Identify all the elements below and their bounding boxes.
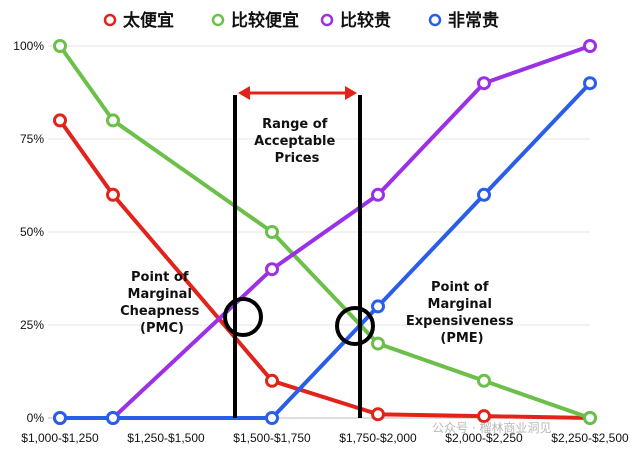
pmc-label-line-4: (PMC) (140, 321, 184, 336)
data-point (371, 407, 385, 422)
range-arrow (238, 86, 357, 100)
legend-label: 比较贵 (340, 10, 391, 31)
pmc-label-line-1: Point of (131, 270, 189, 285)
range-label-line-1: Range of (262, 117, 328, 132)
y-tick-label: 25% (20, 318, 44, 332)
data-point (106, 411, 120, 425)
data-point (477, 187, 491, 202)
series-lines (53, 39, 597, 425)
data-point (265, 411, 279, 425)
pme-label-line-3: Expensiveness (406, 314, 514, 329)
pme-label: Point of Marginal Expensiveness (PME) (406, 280, 518, 346)
x-tick-label: $2,250-$2,500 (551, 431, 629, 445)
x-tick-label: $1,250-$1,500 (127, 431, 205, 445)
pme-label-line-1: Point of (431, 280, 489, 295)
x-tick-label: $1,500-$1,750 (233, 431, 311, 445)
y-axis-tick-labels: 0% 25% 50% 75% 100% (13, 39, 44, 425)
x-tick-label: $1,750-$2,000 (339, 431, 417, 445)
legend-marker (103, 13, 117, 27)
pme-label-line-4: (PME) (440, 331, 483, 346)
x-tick-label: $1,000-$1,250 (21, 431, 99, 445)
pmc-label-line-2: Marginal (128, 287, 192, 302)
series-line-1 (58, 44, 591, 420)
range-label-line-2: Acceptable (254, 134, 335, 149)
data-point (106, 113, 120, 128)
x-tick-label: $2,000-$2,250 (445, 431, 523, 445)
data-point (371, 187, 385, 202)
legend-label: 太便宜 (123, 10, 174, 31)
pmc-label-line-3: Cheapness (120, 304, 200, 319)
data-point (106, 187, 120, 202)
legend-label: 非常贵 (448, 10, 499, 31)
legend-marker (211, 13, 225, 27)
data-point (371, 336, 385, 351)
x-axis-tick-labels: $1,000-$1,250 $1,250-$1,500 $1,500-$1,750 $… (21, 431, 629, 445)
data-point (371, 299, 385, 314)
pmc-label: Point of Marginal Cheapness (PMC) (120, 270, 204, 336)
y-tick-label: 75% (20, 132, 44, 146)
y-tick-label: 0% (27, 411, 45, 425)
data-point (477, 76, 491, 91)
legend-marker (428, 13, 442, 27)
legend: 太便宜 比较便宜 比较贵 非常贵 (103, 10, 499, 31)
data-point (265, 373, 279, 388)
data-point (265, 262, 279, 277)
data-point (583, 76, 597, 91)
series-line-3 (60, 81, 592, 420)
y-tick-label: 100% (13, 39, 44, 53)
data-point (583, 411, 597, 425)
legend-marker (320, 13, 334, 27)
legend-label: 比较便宜 (231, 10, 299, 31)
pmc-circle (223, 297, 263, 337)
range-label-line-3: Prices (275, 151, 320, 166)
pme-circle (335, 306, 375, 346)
data-point (265, 225, 279, 239)
gridlines (48, 45, 590, 419)
range-label: Range of Acceptable Prices (254, 117, 340, 166)
pme-label-line-2: Marginal (428, 297, 492, 312)
data-point (53, 113, 67, 128)
data-point (477, 373, 491, 388)
series-line-0 (58, 119, 591, 420)
watermark: 公众号 · 榴林商业洞见 (432, 420, 551, 435)
data-point (583, 39, 597, 53)
data-point (477, 409, 491, 424)
data-point (53, 39, 67, 53)
y-tick-label: 50% (20, 225, 44, 239)
data-point (53, 411, 67, 425)
